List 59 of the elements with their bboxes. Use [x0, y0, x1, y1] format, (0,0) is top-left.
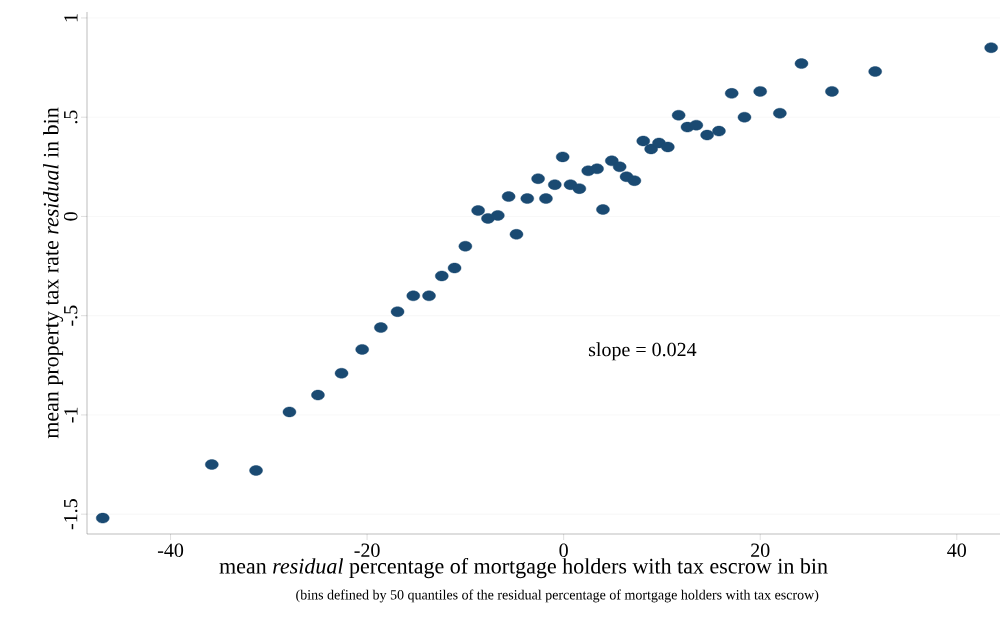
- point: [612, 161, 627, 173]
- annotation: slope = 0.024: [588, 342, 697, 361]
- point: [531, 173, 545, 184]
- point: [96, 512, 110, 524]
- point: [435, 270, 449, 282]
- point: [868, 66, 882, 77]
- point: [605, 155, 619, 167]
- x-tick-label: -20: [354, 543, 380, 558]
- point: [725, 88, 739, 99]
- x-tick-label: 20: [751, 543, 770, 558]
- point: [794, 58, 809, 69]
- x-tick-label: 40: [947, 543, 966, 558]
- point: [555, 151, 570, 163]
- point: [572, 183, 587, 194]
- y-tick-label: 0: [63, 212, 78, 221]
- point: [481, 213, 495, 224]
- point: [773, 108, 787, 119]
- point: [661, 141, 675, 153]
- point: [406, 290, 420, 302]
- point: [249, 465, 263, 476]
- point: [205, 459, 219, 470]
- y-tick-label: -1.5: [63, 499, 78, 530]
- point: [548, 179, 562, 190]
- point: [636, 135, 650, 147]
- point: [311, 389, 325, 401]
- point: [390, 306, 405, 317]
- point: [509, 229, 524, 240]
- y-axis-title: mean property tax rate residual in bin: [43, 107, 64, 439]
- point: [712, 125, 726, 137]
- point: [737, 111, 752, 123]
- y-tick-label: .5: [64, 110, 78, 124]
- point: [491, 210, 505, 221]
- point: [825, 86, 839, 97]
- y-tick-label: -1: [64, 407, 78, 423]
- x-tick-label: 0: [559, 543, 568, 558]
- point: [671, 110, 686, 121]
- point: [539, 193, 553, 204]
- point: [689, 119, 704, 131]
- point: [334, 368, 349, 379]
- point: [644, 143, 658, 155]
- point: [753, 86, 767, 97]
- point: [501, 191, 516, 202]
- point: [447, 262, 462, 274]
- point: [700, 129, 714, 141]
- y-tick-label: 1: [64, 14, 78, 22]
- point: [282, 406, 297, 418]
- point: [374, 322, 388, 333]
- point: [627, 175, 642, 186]
- y-tick-label: -.5: [64, 305, 78, 326]
- point: [458, 241, 473, 252]
- point: [520, 193, 534, 204]
- point: [355, 344, 369, 355]
- point: [590, 163, 604, 174]
- x-tick-label: -40: [157, 543, 184, 558]
- point: [471, 205, 485, 216]
- point: [422, 290, 436, 302]
- x-axis-title: mean residual percentage of mortgage holders with tax escrow in bin: [219, 557, 828, 579]
- text: (bins defined by 50 quantiles of the residual percentage of mortgage holders with tax escrow): [296, 589, 819, 603]
- point: [596, 204, 610, 215]
